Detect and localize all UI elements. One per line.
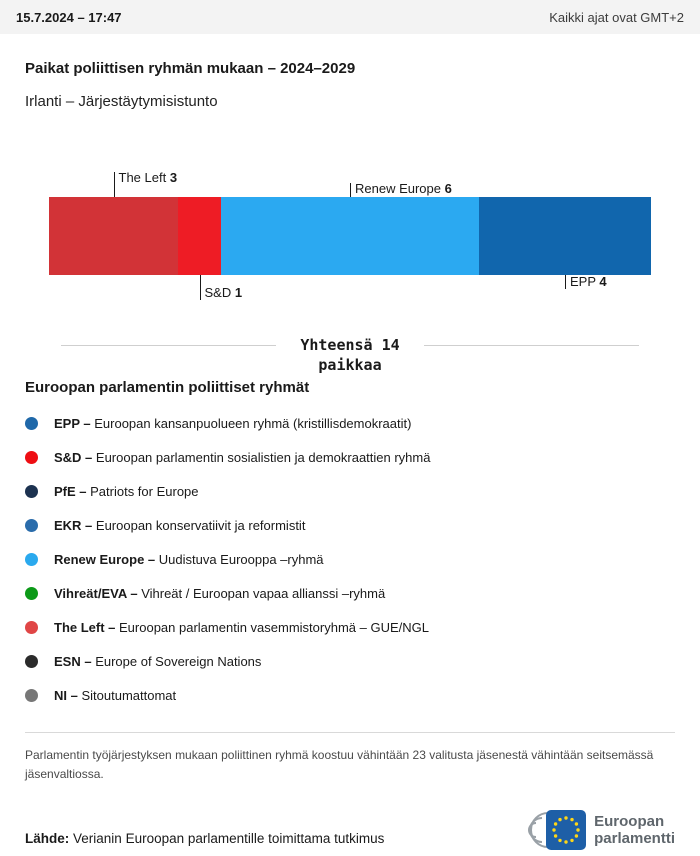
bar-label: S&D 1 <box>204 285 243 300</box>
legend-item: S&D – Euroopan parlamentin sosialistien … <box>25 440 675 474</box>
footnote-text: Parlamentin työjärjestyksen mukaan polii… <box>25 748 654 782</box>
legend-item-label: Vihreät/EVA – Vihreät / Euroopan vapaa a… <box>54 585 386 601</box>
legend-item: ESN – Europe of Sovereign Nations <box>25 644 675 678</box>
bar-segment-epp <box>479 197 651 275</box>
legend-color-dot <box>25 552 38 566</box>
bar-label-tick <box>199 275 201 300</box>
total-rule-left <box>61 345 277 346</box>
eu-parliament-logo-text: Euroopan parlamentti <box>594 813 675 848</box>
total-seats-line2: paikkaa <box>318 355 382 374</box>
page-content: Paikat poliittisen ryhmän mukaan – 2024–… <box>0 60 700 852</box>
footnote-divider <box>25 732 675 733</box>
bar-label: The Left 3 <box>118 170 178 185</box>
legend-color-dot <box>25 654 38 668</box>
legend-item-label: Renew Europe – Uudistuva Eurooppa –ryhmä <box>54 551 324 567</box>
legend-color-dot <box>25 688 38 702</box>
logo-line1: Euroopan <box>594 813 665 831</box>
total-rule-right <box>423 345 639 346</box>
legend-item: NI – Sitoutumattomat <box>25 678 675 712</box>
seat-bar <box>49 197 651 275</box>
legend-item: Vihreät/EVA – Vihreät / Euroopan vapaa a… <box>25 576 675 610</box>
legend-color-dot <box>25 586 38 600</box>
legend-item: Renew Europe – Uudistuva Eurooppa –ryhmä <box>25 542 675 576</box>
legend-heading: Euroopan parlamentin poliittiset ryhmät <box>25 379 310 396</box>
bar-label: Renew Europe 6 <box>355 181 452 196</box>
total-seats-row: Yhteensä 14 paikkaa <box>61 336 639 375</box>
bar-label-tick <box>565 275 566 289</box>
legend-list: EPP – Euroopan kansanpuolueen ryhmä (kri… <box>25 406 675 712</box>
legend-item-label: S&D – Euroopan parlamentin sosialistien … <box>54 449 431 465</box>
source-text: Verianin Euroopan parlamentille toimitta… <box>73 831 385 847</box>
bar-label-tick <box>113 172 115 197</box>
legend-item-label: NI – Sitoutumattomat <box>54 687 177 703</box>
page-title: Paikat poliittisen ryhmän mukaan – 2024–… <box>25 60 356 77</box>
bar-segment-renew-europe <box>221 197 479 275</box>
page-subtitle: Irlanti – Järjestäytymisistunto <box>25 93 218 110</box>
legend-color-dot <box>25 518 38 532</box>
legend-item-label: PfE – Patriots for Europe <box>54 483 199 499</box>
legend-item-label: EKR – Euroopan konservatiivit ja reformi… <box>54 517 306 533</box>
bar-segment-the-left <box>49 197 178 275</box>
seat-chart: The Left 3 S&D 1 Renew Europe 6 EPP 4 <box>49 152 651 310</box>
legend-item: PfE – Patriots for Europe <box>25 474 675 508</box>
top-bar: 15.7.2024 – 17:47 Kaikki ajat ovat GMT+2 <box>0 0 700 34</box>
legend-color-dot <box>25 416 38 430</box>
report-datetime: 15.7.2024 – 17:47 <box>16 9 122 25</box>
bottom-row: Lähde: Verianin Euroopan parlamentille t… <box>25 808 675 852</box>
legend-color-dot <box>25 620 38 634</box>
total-seats-label: Yhteensä 14 paikkaa <box>276 336 423 375</box>
legend-color-dot <box>25 450 38 464</box>
bar-label: EPP 4 <box>570 274 607 289</box>
source-line: Lähde: Verianin Euroopan parlamentille t… <box>25 831 384 852</box>
legend-item-label: ESN – Europe of Sovereign Nations <box>54 653 262 669</box>
total-seats-line1: Yhteensä 14 <box>300 336 400 354</box>
eu-parliament-logo: Euroopan parlamentti <box>518 808 675 852</box>
eu-parliament-logo-icon <box>528 810 587 851</box>
bar-segment-s-d <box>178 197 221 275</box>
legend-color-dot <box>25 484 38 498</box>
bar-label-tick <box>350 183 351 197</box>
legend-item-label: The Left – Euroopan parlamentin vasemmis… <box>54 619 429 635</box>
legend-item: EPP – Euroopan kansanpuolueen ryhmä (kri… <box>25 406 675 440</box>
timezone-note: Kaikki ajat ovat GMT+2 <box>549 9 684 25</box>
source-label: Lähde: <box>25 831 70 847</box>
legend-item: The Left – Euroopan parlamentin vasemmis… <box>25 610 675 644</box>
legend-item-label: EPP – Euroopan kansanpuolueen ryhmä (kri… <box>54 415 412 431</box>
legend-item: EKR – Euroopan konservatiivit ja reformi… <box>25 508 675 542</box>
logo-line2: parlamentti <box>594 830 675 848</box>
